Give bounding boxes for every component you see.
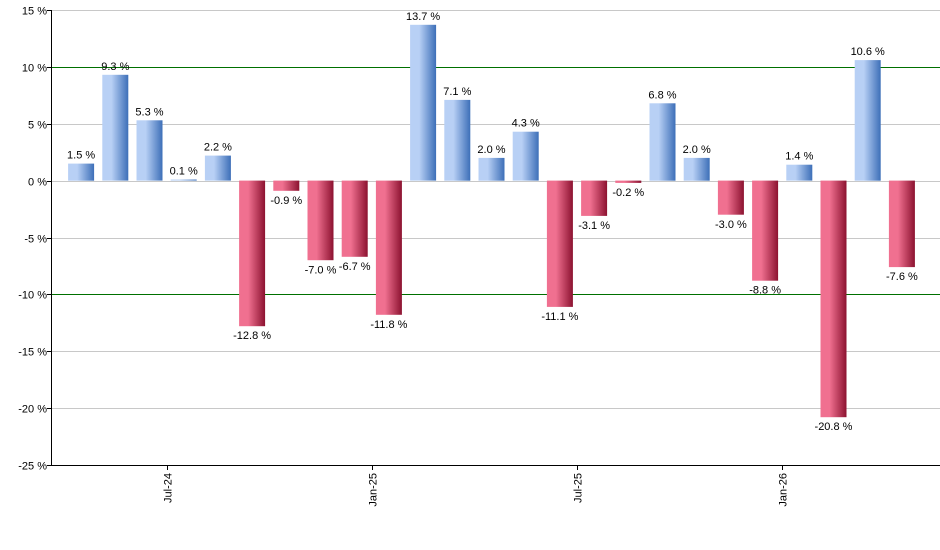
bar-negative	[615, 180, 642, 183]
data-label: 13.7 %	[406, 11, 440, 23]
data-label: 2.0 %	[477, 144, 505, 156]
y-tick-label: -20 %	[18, 404, 47, 416]
y-tick-label: 15 %	[22, 6, 47, 18]
bar-negative	[581, 180, 608, 216]
bars	[68, 24, 915, 418]
bar-positive	[683, 157, 710, 181]
data-label: -8.8 %	[749, 285, 781, 297]
x-tick-label: Jul-24	[163, 473, 175, 503]
bar-negative	[375, 180, 402, 315]
data-label: 0.1 %	[170, 166, 198, 178]
y-tick-label: -10 %	[18, 290, 47, 302]
bar-negative	[820, 180, 847, 418]
data-label: 6.8 %	[648, 89, 676, 101]
data-label: -6.7 %	[339, 261, 371, 273]
bar-positive	[102, 74, 129, 181]
gridlines	[51, 10, 940, 466]
bar-positive	[410, 24, 437, 181]
bar-positive	[478, 157, 505, 181]
bar-negative	[888, 180, 915, 268]
bar-positive	[444, 99, 471, 181]
reference-lines	[51, 67, 940, 295]
y-tick-label: -25 %	[18, 461, 47, 473]
data-label: 2.2 %	[204, 142, 232, 154]
bar-negative	[752, 180, 779, 281]
bar-positive	[204, 155, 231, 181]
axes	[47, 10, 940, 470]
data-label: -0.2 %	[612, 187, 644, 199]
data-label: -7.0 %	[305, 264, 337, 276]
data-label: -12.8 %	[233, 330, 271, 342]
y-tick-label: -15 %	[18, 347, 47, 359]
bar-positive	[68, 163, 95, 181]
bar-negative	[307, 180, 334, 261]
bar-positive	[854, 60, 881, 181]
data-label: -7.6 %	[886, 271, 918, 283]
bar-positive	[136, 120, 163, 181]
data-label: 5.3 %	[135, 106, 163, 118]
data-label: -11.8 %	[370, 319, 407, 331]
y-axis-tick-labels: 15 % 10 % 5 % 0 % -5 % -10 % -15 % -20 % -25 %	[18, 6, 47, 473]
bar-positive	[786, 164, 813, 181]
x-tick-label: Jan-25	[368, 473, 380, 507]
data-labels: 1.5 % 9.3 % 5.3 % 0.1 % 2.2 % -12.8 % -0.9 % -7…	[67, 11, 918, 433]
y-tick-label: 0 %	[28, 177, 47, 189]
bar-negative	[717, 180, 744, 215]
bar-negative	[273, 180, 300, 191]
data-label: 7.1 %	[443, 86, 471, 98]
y-tick-label: 5 %	[28, 120, 47, 132]
data-label: -11.1 %	[541, 311, 578, 323]
data-label: 9.3 %	[101, 61, 129, 73]
data-label: -0.9 %	[270, 195, 302, 207]
bar-negative	[341, 180, 368, 257]
data-label: 1.4 %	[785, 151, 813, 163]
data-label: 10.6 %	[851, 46, 885, 58]
x-tick-label: Jan-26	[778, 473, 790, 507]
data-label: 2.0 %	[683, 144, 711, 156]
y-tick-label: 10 %	[22, 63, 47, 75]
data-label: -3.0 %	[715, 219, 747, 231]
x-tick-label: Jul-25	[573, 473, 585, 503]
bar-negative	[546, 180, 573, 307]
x-axis-tick-labels: Jul-24 Jan-25 Jul-25 Jan-26	[163, 473, 790, 507]
bar-positive	[170, 179, 197, 181]
y-tick-label: -5 %	[24, 234, 47, 246]
bar-negative	[239, 180, 266, 327]
bar-positive	[512, 131, 539, 181]
data-label: -3.1 %	[578, 220, 610, 232]
data-label: -20.8 %	[815, 421, 853, 433]
bar-positive	[649, 103, 676, 181]
data-label: 1.5 %	[67, 150, 95, 162]
data-label: 4.3 %	[512, 118, 540, 130]
